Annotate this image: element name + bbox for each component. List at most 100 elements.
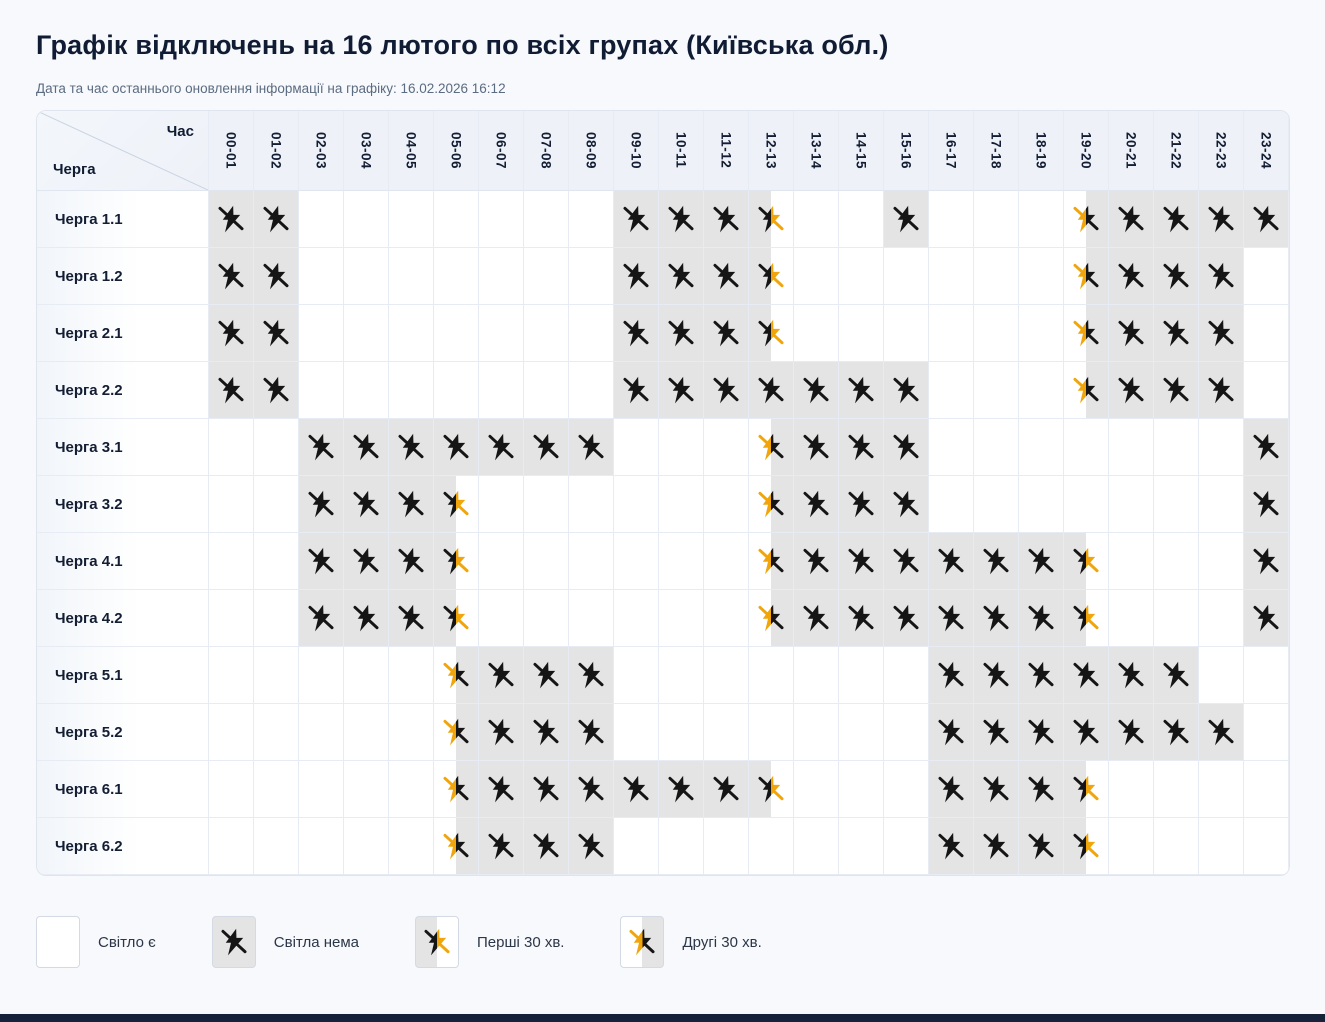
outage-second30-icon [756,431,786,463]
outage-icon [396,602,426,634]
schedule-cell [1064,533,1109,590]
outage-icon [801,545,831,577]
schedule-cell [254,533,299,590]
schedule-cell [209,647,254,704]
outage-first30-icon [441,602,471,634]
outage-icon [216,260,246,292]
outage-icon [486,431,516,463]
outage-icon [486,830,516,862]
schedule-cell [1244,191,1289,248]
bolt-slash-icon [1253,547,1279,575]
bolt-slash-icon [623,775,649,803]
schedule-cell [524,818,569,875]
schedule-cell [1019,647,1064,704]
schedule-cell [884,533,929,590]
hour-header: 21-22 [1154,111,1199,191]
schedule-cell [1064,419,1109,476]
outage-icon [261,260,291,292]
schedule-cell [614,248,659,305]
bolt-slash-icon [938,775,964,803]
schedule-cell [569,248,614,305]
outage-icon [1161,374,1191,406]
outage-icon [1116,716,1146,748]
bolt-slash-icon [488,433,514,461]
bolt-slash-icon [488,718,514,746]
outage-icon [936,545,966,577]
schedule-cell [1109,248,1154,305]
schedule-cell [389,647,434,704]
schedule-cell [884,305,929,362]
schedule-grid: Час Черга 00-01 01-02 02-03 03-04 04-05 05-06… [37,111,1289,875]
outage-icon [1161,203,1191,235]
schedule-cell [794,704,839,761]
schedule-cell [929,419,974,476]
bolt-slash-icon [1073,718,1099,746]
schedule-cell [659,476,704,533]
schedule-cell [614,362,659,419]
outage-icon [1206,317,1236,349]
bolt-slash-icon [488,832,514,860]
schedule-cell [1019,362,1064,419]
schedule-cell [794,305,839,362]
schedule-cell [929,761,974,818]
schedule-cell [1109,533,1154,590]
schedule-cell [1019,248,1064,305]
schedule-cell [344,590,389,647]
bolt-slash-icon [893,604,919,632]
schedule-cell [254,590,299,647]
schedule-cell [1244,248,1289,305]
schedule-cell [1064,761,1109,818]
schedule-cell [254,704,299,761]
hour-header: 13-14 [794,111,839,191]
schedule-cell [659,647,704,704]
bolt-slash-icon [1208,205,1234,233]
bolt-slash-icon [1118,205,1144,233]
outage-icon [576,431,606,463]
outage-icon [981,830,1011,862]
outage-second30-icon [756,488,786,520]
outage-icon [801,374,831,406]
schedule-cell [209,476,254,533]
bolt-slash-icon [803,547,829,575]
bolt-slash-icon [221,928,247,956]
schedule-cell [479,191,524,248]
bolt-slash-icon [398,547,424,575]
outage-icon [621,374,651,406]
outage-first30-icon [756,260,786,292]
schedule-cell [479,248,524,305]
schedule-cell [389,533,434,590]
schedule-cell [569,647,614,704]
outage-icon [846,545,876,577]
schedule-cell [389,419,434,476]
bolt-slash-icon [713,376,739,404]
schedule-cell [974,191,1019,248]
bolt-slash-icon [353,490,379,518]
bolt-slash-icon [848,376,874,404]
schedule-cell [884,248,929,305]
hour-header: 19-20 [1064,111,1109,191]
schedule-cell [614,704,659,761]
legend: Світло є Світла нема Перші 30 хв. Другі 30 … [36,916,1289,968]
outage-icon [1026,716,1056,748]
bolt-slash-icon [623,376,649,404]
schedule-cell [344,419,389,476]
schedule-cell [659,362,704,419]
outage-icon [216,374,246,406]
schedule-cell [749,419,794,476]
schedule-cell [884,419,929,476]
outage-icon [1116,260,1146,292]
schedule-cell [299,818,344,875]
schedule-cell [794,476,839,533]
schedule-cell [614,590,659,647]
outage-icon [846,602,876,634]
hour-header: 02-03 [299,111,344,191]
bolt-slash-icon [488,775,514,803]
schedule-cell [659,590,704,647]
outage-icon [1206,374,1236,406]
outage-icon [981,773,1011,805]
schedule-cell [884,476,929,533]
outage-icon [486,659,516,691]
outage-icon [1161,659,1191,691]
schedule-cell [1109,305,1154,362]
schedule-cell [839,818,884,875]
